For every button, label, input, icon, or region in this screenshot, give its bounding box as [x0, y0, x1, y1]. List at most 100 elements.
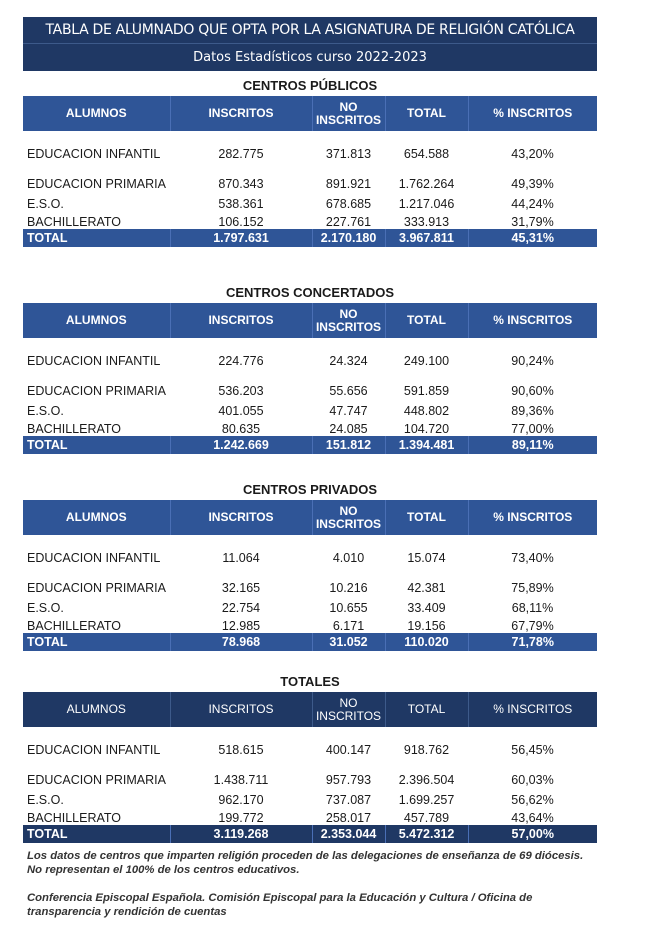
- footnote-attribution: Conferencia Episcopal Española. Comisión…: [27, 892, 533, 918]
- row-label: EDUCACION PRIMARIA: [27, 177, 166, 191]
- row-label: BACHILLERATO: [27, 422, 122, 436]
- table-privados: ALUMNOS INSCRITOS NO INSCRITOS TOTAL% INSCR…: [23, 500, 597, 651]
- table-cell: 258.017: [325, 811, 372, 825]
- table-cell: 654.588: [403, 147, 450, 161]
- table-cell: 24.324: [329, 354, 368, 368]
- table-cell: 400.147: [325, 743, 372, 757]
- table-cell: 2.396.504: [398, 773, 455, 787]
- total-cell: 3.119.268: [169, 825, 312, 843]
- column-header: ALUMNOS: [23, 692, 170, 727]
- table-row: E.S.O. 538.361 678.685 1.217.046 44,24%: [23, 191, 597, 211]
- table-cell: 962.170: [218, 793, 264, 807]
- row-label: BACHILLERATO: [27, 811, 122, 825]
- table-cell: 249.100: [403, 354, 450, 368]
- section-title: CENTROS PÚBLICOS: [242, 78, 378, 93]
- table-cell: 19.156: [407, 619, 446, 633]
- table-cell: 333.913: [403, 215, 450, 229]
- column-header: INSCRITOS: [169, 96, 312, 131]
- table-cell: 518.615: [218, 743, 264, 757]
- table-cell: 918.762: [403, 743, 450, 757]
- table-cell: 591.859: [403, 384, 450, 398]
- table-cell: 448.802: [403, 404, 450, 418]
- table-cell: 106.152: [218, 215, 264, 229]
- total-label: TOTAL: [23, 633, 170, 651]
- table-cell: 47.747: [329, 404, 368, 418]
- table-cell: 4.010: [332, 551, 365, 565]
- row-label: EDUCACION INFANTIL: [27, 354, 161, 368]
- table-row: EDUCACION INFANTIL 518.615 400.147 918.762 5…: [23, 727, 597, 757]
- total-cell: 71,78%: [467, 633, 597, 651]
- table-cell: 43,20%: [511, 147, 554, 161]
- table-publicos: ALUMNOS INSCRITOS NO INSCRITOS TOTAL% INSCR…: [23, 96, 597, 247]
- table-cell: 6.171: [332, 619, 365, 633]
- table-row: EDUCACION INFANTIL 224.776 24.324 249.100 90…: [23, 338, 597, 368]
- row-label: E.S.O.: [27, 197, 64, 211]
- column-header: % INSCRITOS: [467, 96, 597, 131]
- total-cell: 31.052: [311, 633, 385, 651]
- table-cell: 538.361: [218, 197, 264, 211]
- total-cell: 110.020: [384, 633, 468, 651]
- table-header-row: ALUMNOS INSCRITOS NO INSCRITOS TOTAL% INSCR…: [23, 96, 597, 131]
- column-header: NO INSCRITOS: [311, 692, 385, 727]
- table-row: BACHILLERATO 12.985 6.171 19.156 67,79%: [23, 615, 597, 633]
- total-cell: 151.812: [311, 436, 385, 454]
- table-row: BACHILLERATO 80.635 24.085 104.720 77,00%: [23, 418, 597, 436]
- table-cell: 11.064: [222, 551, 260, 565]
- section-title: CENTROS CONCERTADOS: [225, 285, 395, 300]
- table-cell: 15.074: [407, 551, 446, 565]
- row-label: E.S.O.: [27, 601, 64, 615]
- table-cell: 90,60%: [511, 384, 554, 398]
- table-cell: 42.381: [407, 581, 446, 595]
- total-cell: 5.472.312: [384, 825, 468, 843]
- section-privados: CENTROS PRIVADOS ALUMNOS INSCRITOS NO INSCR…: [23, 480, 597, 651]
- total-label: TOTAL: [23, 229, 170, 247]
- table-cell: 10.655: [329, 601, 368, 615]
- table-cell: 24.085: [329, 422, 368, 436]
- table-concertados: ALUMNOS INSCRITOS NO INSCRITOS TOTAL% INSCR…: [23, 303, 597, 454]
- table-cell: 10.216: [329, 581, 368, 595]
- table-row: BACHILLERATO 106.152 227.761 333.913 31,79%: [23, 211, 597, 229]
- total-label: TOTAL: [23, 436, 170, 454]
- table-cell: 60,03%: [511, 773, 554, 787]
- table-cell: 457.789: [403, 811, 450, 825]
- column-header: TOTAL: [384, 500, 468, 535]
- column-header: NO INSCRITOS: [311, 96, 385, 131]
- table-cell: 957.793: [325, 773, 372, 787]
- column-header: ALUMNOS: [23, 96, 170, 131]
- total-cell: 89,11%: [467, 436, 597, 454]
- table-row: E.S.O. 962.170 737.087 1.699.257 56,62%: [23, 787, 597, 807]
- table-cell: 224.776: [218, 354, 264, 368]
- table-row: E.S.O. 401.055 47.747 448.802 89,36%: [23, 398, 597, 418]
- footnotes: Los datos de centros que imparten religi…: [27, 849, 587, 933]
- total-cell: 1.242.669: [169, 436, 312, 454]
- table-cell: 67,79%: [511, 619, 554, 633]
- section-totales: TOTALES ALUMNOS INSCRITOS NO INSCRITOS TOTAL…: [23, 672, 597, 843]
- table-cell: 870.343: [218, 177, 264, 191]
- table-cell: 536.203: [218, 384, 264, 398]
- table-cell: 33.409: [407, 601, 446, 615]
- table-cell: 89,36%: [511, 404, 554, 418]
- column-header: INSCRITOS: [169, 303, 312, 338]
- total-cell: 1.797.631: [169, 229, 312, 247]
- table-cell: 1.762.264: [398, 177, 455, 191]
- table-cell: 371.813: [325, 147, 372, 161]
- row-label: EDUCACION PRIMARIA: [27, 773, 166, 787]
- total-cell: 3.967.811: [384, 229, 468, 247]
- table-cell: 90,24%: [511, 354, 554, 368]
- table-cell: 12.985: [221, 619, 261, 633]
- table-row: EDUCACION INFANTIL 282.775 371.813 654.588 4…: [23, 131, 597, 161]
- column-header: TOTAL: [384, 96, 468, 131]
- table-cell: 31,79%: [511, 215, 554, 229]
- table-cell: 282.775: [218, 147, 264, 161]
- total-row: TOTAL 1.242.669 151.812 1.394.481 89,11%: [23, 436, 597, 454]
- table-cell: 891.921: [325, 177, 372, 191]
- total-cell: 78.968: [169, 633, 312, 651]
- document-title: TABLA DE ALUMNADO QUE OPTA POR LA ASIGNA…: [23, 17, 597, 44]
- row-label: E.S.O.: [27, 404, 64, 418]
- table-cell: 737.087: [325, 793, 372, 807]
- column-header: ALUMNOS: [23, 303, 170, 338]
- table-cell: 199.772: [218, 811, 264, 825]
- total-cell: 2.353.044: [311, 825, 385, 843]
- table-row: E.S.O. 22.754 10.655 33.409 68,11%: [23, 595, 597, 615]
- column-header: % INSCRITOS: [467, 692, 597, 727]
